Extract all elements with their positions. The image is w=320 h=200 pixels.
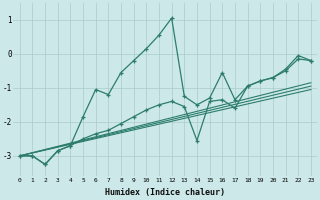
- X-axis label: Humidex (Indice chaleur): Humidex (Indice chaleur): [105, 188, 225, 197]
